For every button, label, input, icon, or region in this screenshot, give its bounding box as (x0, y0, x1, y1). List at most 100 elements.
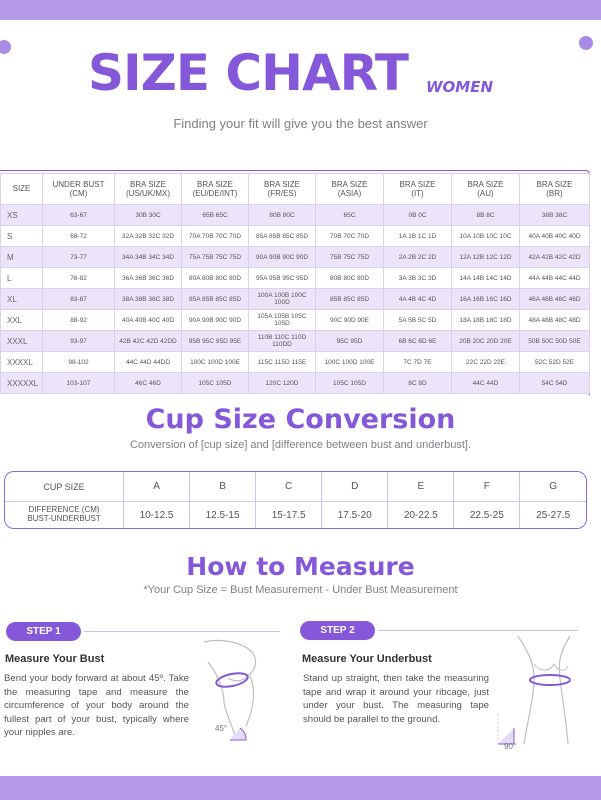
header-line-1: BRA SIZE (129, 179, 166, 189)
bra-size-cell: 54C 54D (519, 372, 590, 394)
bra-size-cell: 105A 105B 105C 105D (248, 309, 316, 331)
cup-letter-cell: A (122, 472, 190, 502)
cup-letter-cell: G (519, 472, 586, 502)
bra-size-cell: 95A 95B 95C 95D (248, 267, 316, 289)
difference-label-line2: BUST-UNDERBUST (27, 514, 101, 523)
bra-size-cell: 70A 70B 70C 70D (181, 225, 249, 247)
bra-size-cell: 85A 85B 85C 85D (181, 288, 249, 310)
size-chart-row: XXL 88-92 40A 40B 40C 40D 90A 90B 90C 90D 10… (0, 309, 590, 331)
bra-size-cell: 38A 38B 38C 38D (114, 288, 182, 310)
underbust-cell: 63-67 (42, 204, 115, 226)
size-cell: L (0, 267, 43, 289)
header-line-1: BRA SIZE (467, 179, 504, 189)
bra-size-cell: 85A 85B 85C 85D (248, 225, 316, 247)
underbust-cell: 98-102 (42, 351, 115, 373)
cup-conversion-subtitle: Conversion of [cup size] and [difference… (129, 439, 472, 451)
bra-size-cell: 12A 12B 12C 12D (451, 246, 520, 268)
size-chart-table: SIZE UNDER BUST (CM) BRA SIZE (US/UK/MX) BRA … (0, 173, 590, 394)
header-line-2: (AU) (477, 189, 494, 198)
bra-size-cell: 8C 8D (383, 372, 452, 394)
header-line-1: BRA SIZE (263, 179, 300, 189)
step-1-angle-label: 45° (215, 724, 228, 733)
bra-size-cell: 95B 95C 95D 95E (181, 330, 249, 352)
bra-size-cell: 100A 100B 100C 100D (248, 288, 316, 310)
cup-conversion-title: Cup Size Conversion (145, 404, 456, 435)
bra-size-cell: 38B 38C (519, 204, 590, 226)
bra-size-cell: 95C 95D (315, 330, 384, 352)
size-cell: M (0, 246, 43, 268)
bra-size-cell: 1A 1B 1C 1D (383, 225, 452, 247)
size-chart-row: M 73-77 34A 34B 34C 34D 75A 75B 75C 75D 90A … (0, 246, 590, 268)
step-2-heading: Measure Your Underbust (302, 653, 432, 665)
size-cell: XL (0, 288, 43, 310)
bra-size-cell: 105C 105D (315, 372, 384, 394)
underbust-cell: 68-72 (42, 225, 115, 247)
cup-letter-cell: E (387, 472, 454, 502)
header-line-1: SIZE (12, 184, 31, 194)
size-chart-header-cell: BRA SIZE (EU/DE/INT) (181, 173, 249, 205)
size-chart-row: XXXXXL 103-107 46C 46D 105C 105D 120C 120D 10… (0, 372, 590, 394)
header-line-2: (ASIA) (337, 189, 362, 198)
header-line-1: BRA SIZE (399, 179, 436, 189)
standing-figure (497, 635, 571, 745)
bra-size-cell: 32A 32B 32C 32D (114, 225, 182, 247)
difference-cell: 15-17.5 (255, 501, 322, 528)
size-chart-row: XXXXL 98-102 44C 44D 44DD 100C 100D 100E 115… (0, 351, 590, 373)
bra-size-cell: 42A 42B 42C 42D (519, 246, 590, 268)
difference-label: DIFFERENCE (CM) BUST-UNDERBUST (5, 502, 124, 529)
bra-size-cell: 100C 100D 100E (315, 351, 384, 373)
bra-size-cell: 80A 80B 80C 80D (181, 267, 249, 289)
bra-size-cell: 7C 7D 7E (383, 351, 452, 373)
bra-size-cell: 110B 110C 110D 110DD (248, 330, 316, 352)
difference-cell: 12.5-15 (189, 501, 256, 528)
decorative-dot-right (579, 36, 593, 50)
size-chart-header-cell: BRA SIZE (US/UK/MX) (114, 173, 182, 205)
bra-size-cell: 4A 4B 4C 4D (383, 288, 452, 310)
size-chart-header-cell: SIZE (0, 173, 43, 205)
underbust-cell: 103-107 (42, 372, 115, 394)
header-line-1: UNDER BUST (52, 179, 105, 189)
bra-size-cell: 22C 22D 22E (451, 351, 520, 373)
bra-size-cell: 46A 46B 46C 46D (519, 288, 590, 310)
bottom-band (0, 776, 601, 800)
bra-size-cell: 14A 14B 14C 14D (451, 267, 520, 289)
how-to-measure-subtitle: *Your Cup Size = Bust Measurement - Unde… (143, 584, 458, 596)
step-1-heading: Measure Your Bust (5, 653, 105, 665)
underbust-cell: 73-77 (42, 246, 115, 268)
bra-size-cell: 44C 44D (451, 372, 520, 394)
bra-size-cell: 42B 42C 42D 42DD (114, 330, 182, 352)
header-line-2: (US/UK/MX) (126, 189, 170, 198)
difference-cell: 17.5-20 (321, 501, 388, 528)
bra-size-cell: 40A 40B 40C 40D (114, 309, 182, 331)
cup-letter-cell: B (189, 472, 256, 502)
size-chart-header-cell: BRA SIZE (AU) (451, 173, 520, 205)
bra-size-cell: 100C 100D 100E (181, 351, 249, 373)
size-cell: XXL (0, 309, 43, 331)
step-2-divider (378, 630, 578, 631)
size-chart-row: L 78-82 36A 36B 36C 36D 80A 80B 80C 80D 95A … (0, 267, 590, 289)
bra-size-cell: 8B 8C (451, 204, 520, 226)
difference-row: DIFFERENCE (CM) BUST-UNDERBUST 10-12.5 12… (5, 501, 586, 529)
bra-size-cell: 80B 80C 80D (315, 267, 384, 289)
underbust-cell: 93-97 (42, 330, 115, 352)
difference-cell: 10-12.5 (122, 501, 190, 528)
bra-size-cell: 18A 18B 18C 18D (451, 309, 520, 331)
size-chart-row: XXXL 93-97 42B 42C 42D 42DD 95B 95C 95D 95E… (0, 330, 590, 352)
page-title: SIZE CHART (88, 44, 409, 102)
underbust-cell: 78-82 (42, 267, 115, 289)
size-cell: XXXXXL (0, 372, 43, 394)
bra-size-cell: 44C 44D 44DD (114, 351, 182, 373)
difference-cell: 22.5-25 (453, 501, 520, 528)
step-2-badge: STEP 2 (300, 621, 375, 640)
bent-forward-figure (203, 639, 257, 741)
bra-size-cell: 85B 85C 85D (315, 288, 384, 310)
bra-size-cell: 80B 80C (248, 204, 316, 226)
bra-size-cell: 40A 40B 40C 40D (519, 225, 590, 247)
bra-size-cell: 6B 6C 6D 6E (383, 330, 452, 352)
cup-letter-cell: C (255, 472, 322, 502)
size-cell: XXXL (0, 330, 43, 352)
header-line-1: BRA SIZE (331, 179, 368, 189)
decorative-dot-left (0, 40, 11, 54)
page-subtitle: WOMEN (426, 78, 494, 96)
